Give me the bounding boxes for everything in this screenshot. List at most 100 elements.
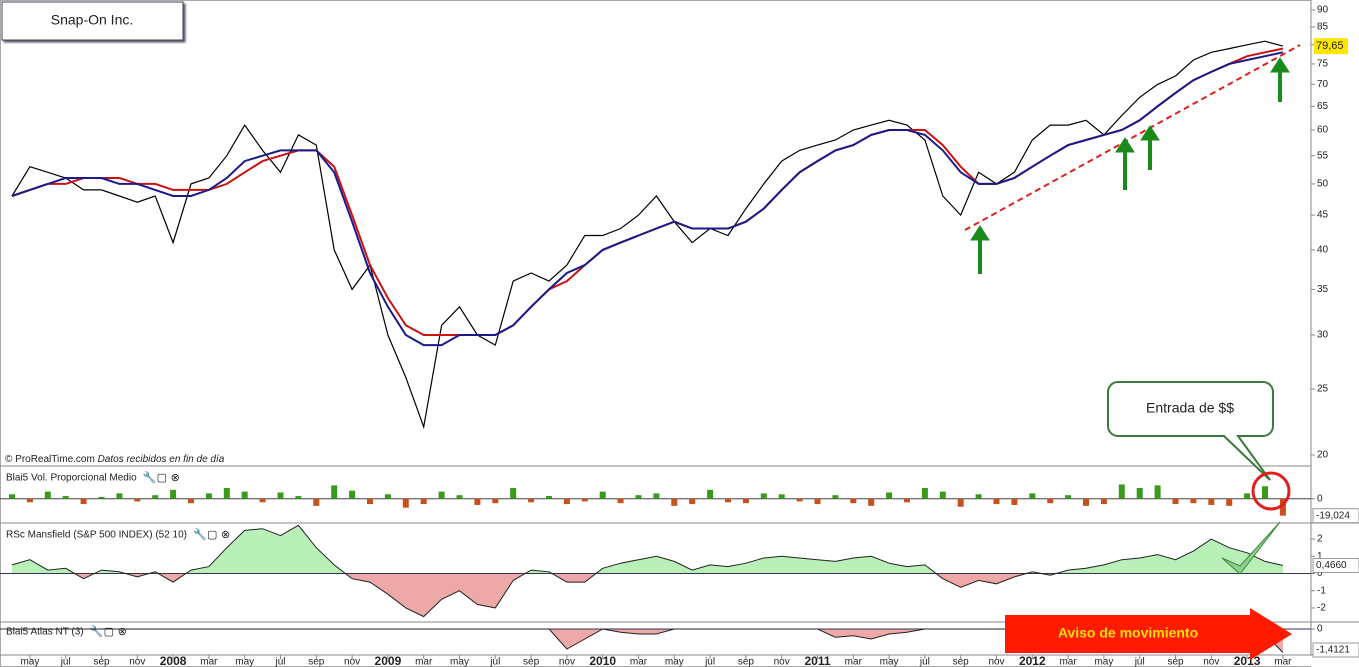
y-tick-label: 90	[1317, 5, 1329, 16]
panel-icon: ▢	[104, 626, 114, 638]
x-tick-label: jul	[919, 657, 930, 667]
x-tick-label: 2013	[1234, 654, 1261, 667]
source-text: © ProRealTime.com	[5, 454, 95, 465]
callout-text: Entrada de $$	[1146, 400, 1234, 416]
x-tick-label: mar	[415, 657, 433, 667]
bar	[367, 498, 373, 505]
entry-arrows	[970, 57, 1290, 274]
x-tick-label: 2011	[804, 654, 830, 667]
bar	[725, 498, 731, 503]
bar	[921, 488, 928, 499]
bar	[492, 498, 499, 504]
bar	[44, 491, 51, 499]
x-tick-label: 2012	[1019, 654, 1046, 667]
y-tick-label: 65	[1317, 101, 1329, 112]
x-tick-label: nov	[344, 657, 360, 667]
y-tick-label: 20	[1317, 450, 1329, 461]
x-tick-label: nov	[774, 657, 790, 667]
bar	[26, 498, 33, 503]
panel-icon: ▢	[207, 529, 217, 541]
x-tick-label: nov	[1203, 657, 1219, 667]
bar	[528, 498, 535, 503]
area-positive	[12, 525, 1283, 574]
bar	[277, 492, 284, 499]
bar	[1100, 498, 1107, 505]
y-tick-label: 60	[1317, 125, 1329, 136]
bar	[295, 496, 302, 499]
x-tick-label: sep	[1167, 657, 1184, 667]
check-mark	[1221, 521, 1281, 575]
bar	[886, 492, 893, 499]
bar	[349, 490, 356, 499]
x-tick-label: may	[235, 657, 254, 667]
bar	[384, 494, 391, 499]
y-tick-label: 35	[1317, 284, 1329, 295]
note: Datos recibidos en fin de día	[98, 454, 225, 465]
bar	[1279, 498, 1286, 516]
bar	[850, 498, 857, 504]
y-tick-label: 40	[1317, 245, 1329, 256]
x-tick-label: sep	[738, 657, 755, 667]
x-tick-label: jul	[489, 657, 500, 667]
x-tick-label: sep	[308, 657, 325, 667]
bar	[1029, 493, 1036, 499]
source: © ProRealTime.com Datos recibidos en fin…	[5, 454, 225, 465]
bar	[1172, 498, 1179, 505]
bar	[1136, 488, 1143, 499]
bar	[313, 498, 320, 506]
bar	[188, 498, 194, 504]
y-tick-label: 75	[1317, 59, 1329, 70]
bar	[635, 495, 642, 499]
y-tick-label: -2	[1317, 603, 1326, 614]
bar	[98, 496, 105, 499]
bar	[170, 489, 177, 499]
x-tick-label: jul	[60, 657, 71, 667]
bar	[975, 494, 982, 499]
bar	[241, 491, 248, 499]
x-tick-label: may	[20, 657, 39, 667]
price-line	[11, 40, 1284, 430]
y-tick-label: 45	[1317, 210, 1329, 221]
bar	[205, 493, 212, 499]
last-value-box	[1312, 508, 1359, 524]
x-tick-label: may	[450, 657, 469, 667]
bar	[707, 489, 714, 499]
bar	[1118, 484, 1125, 499]
last-value-label: -19,024	[1316, 510, 1350, 521]
bar	[760, 493, 767, 499]
y-tick-label: 2	[1317, 534, 1323, 545]
bar	[1244, 493, 1251, 499]
x-tick-label: mar	[845, 657, 863, 667]
x-tick-label: mar	[630, 657, 648, 667]
last-value-label: -1,4121	[1316, 645, 1350, 656]
bar	[546, 496, 552, 499]
x-tick-label: may	[880, 657, 899, 667]
bar	[331, 485, 338, 499]
last-value-label: 0,4660	[1316, 560, 1347, 571]
bar	[778, 494, 785, 499]
bar	[134, 498, 141, 502]
bar	[223, 488, 230, 499]
bar	[1011, 498, 1018, 505]
x-tick-label: jul	[1134, 657, 1145, 667]
x-tick-label: sep	[93, 657, 110, 667]
bar	[438, 491, 445, 499]
y-tick-label: 30	[1317, 330, 1329, 341]
x-tick-label: jul	[704, 657, 715, 667]
area-negative	[12, 573, 1283, 617]
y-tick-label: 25	[1317, 384, 1329, 395]
bar	[474, 498, 481, 505]
bar	[402, 498, 409, 508]
callout-box	[1107, 381, 1274, 481]
x-tick-label: sep	[953, 657, 970, 667]
bar	[832, 495, 839, 499]
bar	[62, 496, 69, 499]
x-tick-label: nov	[988, 657, 1004, 667]
panel-title: Blai5 Atlas NT (3)	[6, 627, 84, 638]
title-box	[1, 1, 184, 41]
bar	[904, 498, 910, 503]
bar	[742, 498, 749, 504]
x-tick-label: 2008	[160, 654, 187, 667]
y-tick-label: 50	[1317, 179, 1329, 190]
